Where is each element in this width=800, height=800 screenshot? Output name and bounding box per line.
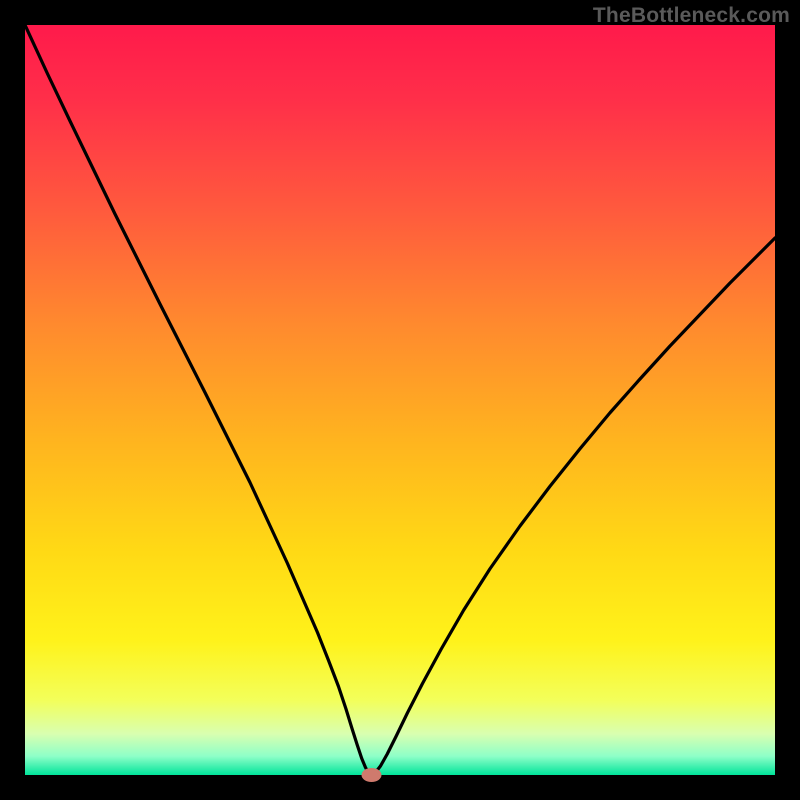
watermark-text: TheBottleneck.com xyxy=(593,4,790,28)
bottleneck-chart xyxy=(0,0,800,800)
chart-container: { "watermark": { "text": "TheBottleneck.… xyxy=(0,0,800,800)
optimal-point-marker xyxy=(362,768,382,782)
plot-background xyxy=(25,25,775,775)
